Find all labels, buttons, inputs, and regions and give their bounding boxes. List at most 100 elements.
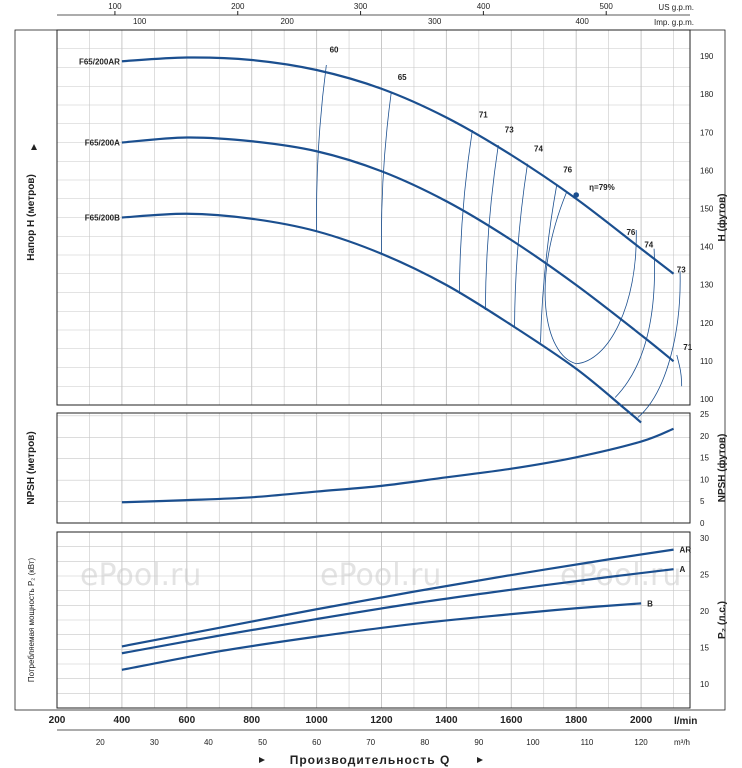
power-curve-line <box>121 602 642 671</box>
curves-layer <box>121 56 683 671</box>
power-hp-tick-label: 30 <box>700 534 709 543</box>
x-arrow-left-icon <box>259 757 265 763</box>
imp-gpm-tick-label: 200 <box>280 17 294 26</box>
head-ft-tick-label: 110 <box>700 357 713 366</box>
power-hp-tick-label: 15 <box>700 644 709 653</box>
efficiency-label: 76 <box>563 166 572 175</box>
lmin-tick-label: 1800 <box>565 715 588 726</box>
us-gpm-tick-label: 300 <box>354 2 368 11</box>
lmin-tick-label: 1200 <box>370 715 393 726</box>
npsh-axis-label: NPSH (метров) <box>26 431 37 504</box>
efficiency-label: 76 <box>626 228 635 237</box>
m3h-tick-label: 100 <box>526 738 540 747</box>
npsh-ft-tick-label: 20 <box>700 432 709 441</box>
panel-frame <box>56 531 691 709</box>
lmin-tick-label: 1600 <box>500 715 523 726</box>
npsh-ft-tick-label: 0 <box>700 519 705 528</box>
lmin-tick-label: 800 <box>243 715 260 726</box>
axis-up-arrow-icon <box>31 144 37 150</box>
npsh-ft-tick-label: 15 <box>700 454 709 463</box>
npsh-right-axis-label: NPSH (футов) <box>716 434 728 503</box>
m3h-unit: m³/h <box>674 738 690 747</box>
x-arrow-right-icon <box>477 757 483 763</box>
lmin-unit: l/min <box>674 716 697 727</box>
npsh-curve-line <box>121 427 674 504</box>
m3h-tick-label: 80 <box>420 738 429 747</box>
m3h-tick-label: 30 <box>150 738 159 747</box>
power-hp-tick-label: 25 <box>700 571 709 580</box>
head-curve-line <box>121 136 675 363</box>
imp-gpm-tick-label: 100 <box>133 17 147 26</box>
head-ft-tick-label: 140 <box>700 243 714 252</box>
watermark-text: ePool.ru <box>320 558 441 593</box>
lmin-tick-label: 400 <box>114 715 131 726</box>
head-curve-label: F65/200B <box>85 214 120 223</box>
panel-frames <box>14 14 726 731</box>
imp-gpm-tick-label: 300 <box>428 17 442 26</box>
us-gpm-tick-label: 200 <box>231 2 245 11</box>
us-gpm-tick-label: 500 <box>600 2 614 11</box>
efficiency-label: 65 <box>398 73 407 82</box>
efficiency-label: 71 <box>683 343 692 352</box>
head-ft-tick-label: 100 <box>700 395 714 404</box>
power-curve-label: B <box>647 599 653 608</box>
efficiency-iso-line <box>316 64 327 232</box>
efficiency-iso-line <box>380 92 392 254</box>
power-hp-tick-label: 10 <box>700 680 709 689</box>
m3h-tick-label: 90 <box>474 738 483 747</box>
efficiency-label: 71 <box>479 111 488 120</box>
efficiency-iso-line <box>514 163 528 327</box>
efficiency-label: 60 <box>330 46 339 55</box>
head-ft-tick-label: 160 <box>700 166 714 175</box>
head-ft-tick-label: 130 <box>700 281 714 290</box>
head-ft-tick-label: 170 <box>700 128 714 137</box>
lmin-tick-label: 1000 <box>305 715 328 726</box>
m3h-tick-label: 50 <box>258 738 267 747</box>
us-gpm-tick-label: 400 <box>477 2 491 11</box>
head-ft-tick-label: 190 <box>700 52 714 61</box>
us-gpm-unit: US g.p.m. <box>658 3 694 12</box>
imp-gpm-unit: Imp. g.p.m. <box>654 18 694 27</box>
m3h-tick-label: 60 <box>312 738 321 747</box>
npsh-ft-tick-label: 5 <box>700 497 705 506</box>
efficiency-iso-line <box>637 271 681 418</box>
head-curve-label: F65/200A <box>85 139 120 148</box>
efficiency-iso-line <box>484 144 499 311</box>
imp-gpm-tick-label: 400 <box>575 17 589 26</box>
power-curve-label: A <box>680 565 686 574</box>
head-curve-line <box>121 56 675 275</box>
lmin-tick-label: 1400 <box>435 715 458 726</box>
head-curve-line <box>121 212 642 424</box>
head-ft-tick-label: 120 <box>700 319 714 328</box>
npsh-ft-tick-label: 25 <box>700 410 709 419</box>
power-curve-line <box>121 568 674 655</box>
m3h-tick-label: 110 <box>581 738 594 747</box>
efficiency-label: 74 <box>534 144 543 153</box>
efficiency-iso-line <box>544 192 637 365</box>
efficiency-iso-line <box>458 129 473 294</box>
efficiency-iso-line <box>540 184 558 343</box>
power-axis-label: Потребляемая мощность P₂ (кВт) <box>27 557 36 682</box>
head-ft-tick-label: 150 <box>700 204 714 213</box>
efficiency-label: 73 <box>677 266 686 275</box>
power-curve-line <box>121 548 674 648</box>
x-axis-title: Производительность Q <box>290 753 451 767</box>
head-right-axis-label: H (футов) <box>716 194 728 242</box>
head-curve-label: F65/200AR <box>79 57 120 66</box>
efficiency-iso-line <box>614 248 655 398</box>
efficiency-label: 74 <box>644 241 653 250</box>
npsh-ft-tick-label: 10 <box>700 475 709 484</box>
efficiency-label: η=79% <box>589 183 615 192</box>
power-right-axis-label: P₂ (л.с.) <box>717 601 728 639</box>
power-curve-label: AR <box>680 546 692 555</box>
efficiency-label: 73 <box>505 126 514 135</box>
m3h-tick-label: 40 <box>204 738 213 747</box>
head-axis-label: Напор H (метров) <box>26 174 37 261</box>
best-efficiency-point <box>573 192 579 198</box>
outer-frame <box>14 29 726 711</box>
lmin-tick-label: 600 <box>178 715 195 726</box>
power-hp-tick-label: 20 <box>700 607 709 616</box>
m3h-tick-label: 70 <box>366 738 375 747</box>
